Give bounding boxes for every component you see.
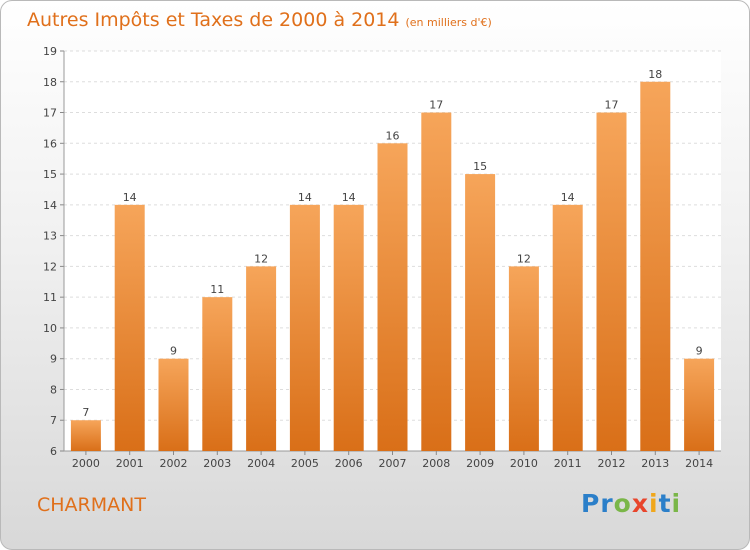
bar — [377, 143, 408, 452]
y-tick-label: 10 — [43, 322, 57, 335]
bar — [114, 204, 145, 451]
y-tick-label: 14 — [43, 199, 57, 212]
y-tick-label: 13 — [43, 230, 57, 243]
data-label: 12 — [254, 252, 268, 265]
data-label: 15 — [473, 160, 487, 173]
data-label: 16 — [386, 129, 400, 142]
x-tick-label: 2007 — [379, 457, 407, 470]
chart-title: Autres Impôts et Taxes de 2000 à 2014 (en… — [27, 9, 492, 31]
data-label: 11 — [210, 283, 224, 296]
x-tick-label: 2013 — [641, 457, 669, 470]
y-tick-label: 12 — [43, 260, 57, 273]
data-label: 14 — [298, 191, 312, 204]
bar — [596, 112, 627, 452]
logo-letter: i — [649, 489, 659, 518]
bar — [684, 358, 715, 451]
y-tick-label: 7 — [50, 414, 57, 427]
logo-letter: o — [613, 489, 632, 518]
bar — [333, 204, 364, 451]
bar — [289, 204, 320, 451]
y-tick-label: 17 — [43, 107, 57, 120]
x-tick-label: 2001 — [116, 457, 144, 470]
logo-letter: t — [658, 489, 672, 518]
data-label: 12 — [517, 252, 531, 265]
data-label: 9 — [170, 345, 177, 358]
y-tick-label: 18 — [43, 76, 57, 89]
proxiti-logo: Proxiti — [581, 489, 681, 518]
logo-letter: r — [600, 489, 614, 518]
bar — [158, 358, 189, 451]
data-label: 14 — [561, 191, 575, 204]
x-tick-label: 2004 — [247, 457, 275, 470]
y-tick-label: 19 — [43, 45, 57, 58]
x-tick-label: 2009 — [466, 457, 494, 470]
bar — [421, 112, 452, 452]
bar — [246, 266, 277, 451]
logo-letter: x — [631, 489, 649, 518]
x-tick-label: 2012 — [598, 457, 626, 470]
data-label: 18 — [648, 68, 662, 81]
chart-subtitle: (en milliers d'€) — [405, 16, 492, 29]
x-tick-label: 2010 — [510, 457, 538, 470]
x-tick-label: 2008 — [422, 457, 450, 470]
y-tick-label: 15 — [43, 168, 57, 181]
y-tick-label: 16 — [43, 137, 57, 150]
x-tick-label: 2005 — [291, 457, 319, 470]
y-tick-label: 9 — [50, 353, 57, 366]
data-label: 9 — [696, 345, 703, 358]
logo-letter: i — [671, 489, 682, 518]
data-label: 7 — [82, 406, 89, 419]
bar — [70, 420, 101, 451]
bar — [202, 297, 233, 451]
x-tick-label: 2011 — [554, 457, 582, 470]
x-tick-label: 2006 — [335, 457, 363, 470]
data-label: 17 — [605, 99, 619, 112]
data-label: 14 — [342, 191, 356, 204]
x-tick-label: 2000 — [72, 457, 100, 470]
bar — [552, 204, 583, 451]
y-tick-label: 8 — [50, 383, 57, 396]
data-label: 14 — [123, 191, 137, 204]
y-tick-label: 11 — [43, 291, 57, 304]
chart-title-text: Autres Impôts et Taxes de 2000 à 2014 — [27, 9, 400, 31]
bar — [640, 81, 671, 452]
commune-name: CHARMANT — [37, 494, 146, 516]
data-label: 17 — [429, 99, 443, 112]
x-tick-label: 2014 — [685, 457, 713, 470]
x-tick-label: 2002 — [160, 457, 188, 470]
y-tick-label: 6 — [50, 445, 57, 458]
bar — [465, 174, 496, 452]
x-tick-label: 2003 — [203, 457, 231, 470]
bar — [508, 266, 539, 451]
logo-letter: P — [581, 489, 601, 518]
